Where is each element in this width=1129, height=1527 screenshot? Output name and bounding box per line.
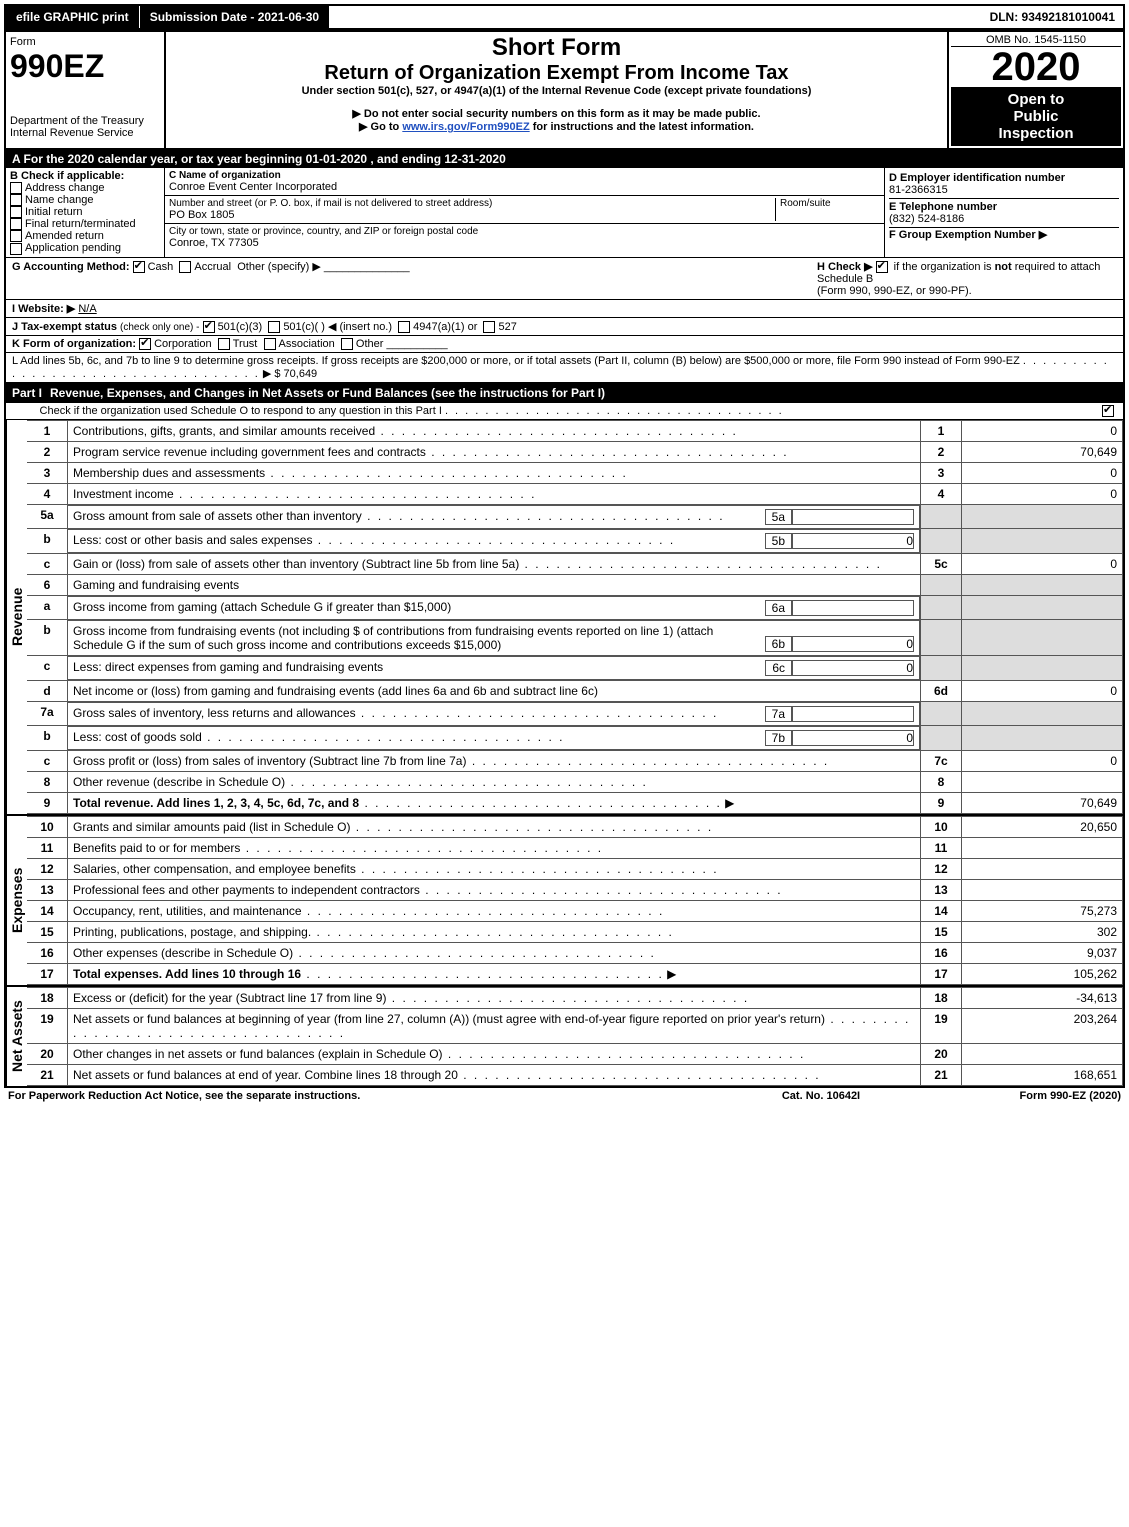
dln-label: DLN: 93492181010041 — [990, 10, 1123, 24]
line19-val: 203,264 — [962, 1008, 1123, 1043]
footer-catno: Cat. No. 10642I — [721, 1090, 921, 1102]
org-address: PO Box 1805 — [169, 209, 775, 221]
line-i: I Website: ▶ N/A — [6, 300, 1123, 318]
revenue-sidebar: Revenue — [6, 420, 27, 814]
chk-4947[interactable] — [398, 321, 410, 333]
chk-application-pending[interactable]: Application pending — [10, 242, 160, 254]
website-value: N/A — [78, 303, 96, 315]
org-city: Conroe, TX 77305 — [169, 237, 880, 249]
chk-501c3[interactable] — [203, 321, 215, 333]
irs-label: Internal Revenue Service — [10, 127, 160, 139]
tax-year: 2020 — [951, 47, 1121, 87]
line7c-val: 0 — [962, 750, 1123, 771]
line18-val: -34,613 — [962, 987, 1123, 1008]
chk-schedule-b[interactable] — [876, 261, 888, 273]
netassets-section: Net Assets 18Excess or (deficit) for the… — [6, 985, 1123, 1086]
line4-val: 0 — [962, 483, 1123, 504]
line7b-val: 0 — [792, 730, 914, 746]
line-j: J Tax-exempt status (check only one) - 5… — [6, 318, 1123, 336]
chk-527[interactable] — [483, 321, 495, 333]
footer-paperwork: For Paperwork Reduction Act Notice, see … — [8, 1090, 721, 1102]
chk-assoc[interactable] — [264, 338, 276, 350]
revenue-table: 1Contributions, gifts, grants, and simil… — [27, 420, 1123, 814]
chk-corp[interactable] — [139, 338, 151, 350]
top-bar: efile GRAPHIC print Submission Date - 20… — [4, 4, 1125, 30]
box-def: D Employer identification number 81-2366… — [885, 168, 1123, 257]
line2-val: 70,649 — [962, 441, 1123, 462]
open-to-public: Open to Public Inspection — [951, 87, 1121, 146]
page-footer: For Paperwork Reduction Act Notice, see … — [4, 1088, 1125, 1104]
box-b: B Check if applicable: Address change Na… — [6, 168, 165, 257]
dept-label: Department of the Treasury — [10, 115, 160, 127]
line13-val — [962, 879, 1123, 900]
line20-val — [962, 1043, 1123, 1064]
line11-val — [962, 837, 1123, 858]
line-l: L Add lines 5b, 6c, and 7b to line 9 to … — [6, 353, 1123, 383]
line12-val — [962, 858, 1123, 879]
form-title-box: Short Form Return of Organization Exempt… — [166, 32, 947, 148]
footer-formno: Form 990-EZ (2020) — [921, 1090, 1121, 1102]
title-short-form: Short Form — [172, 34, 941, 62]
expenses-sidebar: Expenses — [6, 816, 27, 985]
chk-501c[interactable] — [268, 321, 280, 333]
group-exemption: F Group Exemption Number ▶ — [889, 228, 1119, 241]
chk-other-org[interactable] — [341, 338, 353, 350]
box-c: C Name of organization Conroe Event Cent… — [165, 168, 885, 257]
line21-val: 168,651 — [962, 1064, 1123, 1085]
line10-val: 20,650 — [962, 816, 1123, 837]
expenses-table: 10Grants and similar amounts paid (list … — [27, 816, 1123, 985]
efile-button[interactable]: efile GRAPHIC print — [6, 6, 140, 28]
netassets-table: 18Excess or (deficit) for the year (Subt… — [27, 987, 1123, 1086]
submission-date-button[interactable]: Submission Date - 2021-06-30 — [140, 6, 330, 28]
line6d-val: 0 — [962, 680, 1123, 701]
subtitle-section: Under section 501(c), 527, or 4947(a)(1)… — [172, 85, 941, 97]
chk-name-change[interactable]: Name change — [10, 194, 160, 206]
irs-link[interactable]: www.irs.gov/Form990EZ — [402, 121, 529, 133]
form-body: Form 990EZ Department of the Treasury In… — [4, 30, 1125, 1088]
chk-final-return[interactable]: Final return/terminated — [10, 218, 160, 230]
chk-amended-return[interactable]: Amended return — [10, 230, 160, 242]
line15-val: 302 — [962, 921, 1123, 942]
chk-cash[interactable] — [133, 261, 145, 273]
org-name: Conroe Event Center Incorporated — [169, 181, 880, 193]
subtitle-goto: ▶ Go to www.irs.gov/Form990EZ for instru… — [172, 120, 941, 133]
subtitle-ssn: ▶ Do not enter social security numbers o… — [172, 107, 941, 120]
form-id-box: Form 990EZ Department of the Treasury In… — [6, 32, 166, 148]
ein-value: 81-2366315 — [889, 184, 1119, 196]
line9-val: 70,649 — [962, 792, 1123, 813]
org-info-section: B Check if applicable: Address change Na… — [6, 168, 1123, 258]
title-return: Return of Organization Exempt From Incom… — [172, 62, 941, 85]
netassets-sidebar: Net Assets — [6, 987, 27, 1086]
part1-check-o: Check if the organization used Schedule … — [6, 403, 1123, 420]
line6b-val: 0 — [792, 636, 914, 652]
chk-accrual[interactable] — [179, 261, 191, 273]
phone-value: (832) 524-8186 — [889, 213, 1119, 225]
line3-val: 0 — [962, 462, 1123, 483]
chk-initial-return[interactable]: Initial return — [10, 206, 160, 218]
chk-schedule-o[interactable] — [1102, 405, 1114, 417]
expenses-section: Expenses 10Grants and similar amounts pa… — [6, 814, 1123, 985]
line-gh: G Accounting Method: Cash Accrual Other … — [6, 258, 1123, 300]
revenue-section: Revenue 1Contributions, gifts, grants, a… — [6, 420, 1123, 814]
line16-val: 9,037 — [962, 942, 1123, 963]
part-1-header: Part I Revenue, Expenses, and Changes in… — [6, 383, 1123, 403]
form-number: 990EZ — [10, 48, 160, 85]
line1-val: 0 — [962, 420, 1123, 441]
line-a-tax-year: A For the 2020 calendar year, or tax yea… — [6, 150, 1123, 168]
line8-val — [962, 771, 1123, 792]
chk-address-change[interactable]: Address change — [10, 182, 160, 194]
line5c-val: 0 — [962, 553, 1123, 574]
gross-receipts-value: $ 70,649 — [274, 368, 317, 380]
line14-val: 75,273 — [962, 900, 1123, 921]
form-label: Form — [10, 36, 160, 48]
line6c-val: 0 — [792, 660, 914, 676]
chk-trust[interactable] — [218, 338, 230, 350]
line5b-val: 0 — [792, 533, 914, 549]
line-k: K Form of organization: Corporation Trus… — [6, 336, 1123, 353]
line17-val: 105,262 — [962, 963, 1123, 984]
omb-year-box: OMB No. 1545-1150 2020 Open to Public In… — [947, 32, 1123, 148]
